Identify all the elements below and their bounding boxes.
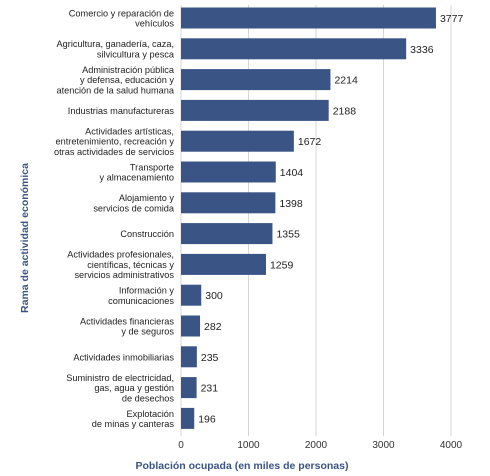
bar bbox=[181, 346, 197, 368]
bar-value-label: 282 bbox=[204, 321, 222, 333]
category-label-line: atención de la salud humana bbox=[57, 85, 175, 95]
category-label: Explotación de minas y canteras bbox=[92, 409, 175, 429]
category-label: Comercio y reparación de vehículos bbox=[69, 8, 175, 28]
value-labels: 3777 3336 2214 2188 1672 1404 1398 1355 1259 300 2… bbox=[198, 13, 463, 425]
bar-value-label: 3777 bbox=[440, 13, 464, 25]
y-axis-title: Rama de actividad económica bbox=[19, 163, 31, 313]
bar bbox=[181, 192, 276, 214]
category-label-line: Actividades profesionales, bbox=[67, 250, 174, 260]
category-label-line: Comercio y reparación de bbox=[69, 8, 174, 18]
category-label-line: y de seguros bbox=[121, 327, 174, 337]
category-label: Construcción bbox=[120, 229, 174, 239]
category-labels: Comercio y reparación de vehículos Agricul… bbox=[54, 8, 175, 429]
bar bbox=[181, 223, 273, 245]
bar-value-label: 1398 bbox=[279, 198, 303, 210]
category-label-line: Construcción bbox=[120, 229, 174, 239]
bar bbox=[181, 69, 331, 91]
category-label-line: científicas, técnicas y bbox=[87, 260, 174, 270]
bar-value-label: 231 bbox=[201, 383, 219, 395]
bar-value-label: 1355 bbox=[276, 229, 300, 241]
bar bbox=[181, 7, 436, 29]
category-label-line: Actividades inmobiliarias bbox=[73, 352, 174, 362]
category-label-line: Administración pública bbox=[82, 65, 175, 75]
category-label-line: y almacenamiento bbox=[99, 173, 174, 183]
category-label-line: Agricultura, ganadería, caza, bbox=[57, 39, 174, 49]
x-tick-label: 4000 bbox=[440, 440, 463, 451]
bar bbox=[181, 38, 407, 60]
category-label: Alojamiento y servicios de comida bbox=[93, 193, 175, 213]
x-axis-ticks: 0 1000 2000 3000 4000 bbox=[178, 440, 462, 451]
bar bbox=[181, 161, 276, 183]
category-label: Transporte y almacenamiento bbox=[99, 162, 174, 182]
bar bbox=[181, 130, 294, 152]
category-label: Actividades inmobiliarias bbox=[73, 352, 174, 362]
category-label: Actividades profesionales, científicas, t… bbox=[67, 250, 174, 280]
x-tick-label: 1000 bbox=[237, 440, 260, 451]
bar-value-label: 1259 bbox=[270, 259, 294, 271]
bar bbox=[181, 407, 195, 429]
category-label-line: Industrias manufactureras bbox=[68, 106, 175, 116]
category-label: Información y comunicaciones bbox=[108, 286, 174, 306]
bar-value-label: 2188 bbox=[333, 105, 357, 117]
bar-value-label: 1404 bbox=[280, 167, 304, 179]
category-label-line: servicios de comida bbox=[93, 203, 175, 213]
category-label-line: gas, agua y gestión bbox=[94, 383, 174, 393]
category-label-line: Transporte bbox=[130, 162, 174, 172]
bar bbox=[181, 253, 266, 275]
category-label: Administración pública y defensa, educaci… bbox=[57, 65, 175, 95]
category-label-line: silvicultura y pesca bbox=[97, 49, 175, 59]
bar-value-label: 300 bbox=[205, 290, 223, 302]
category-label: Suministro de electricidad, gas, agua y g… bbox=[66, 373, 174, 403]
bar-value-label: 235 bbox=[201, 352, 219, 364]
category-label-line: de desechos bbox=[122, 393, 175, 403]
category-label-line: Actividades artísticas, bbox=[85, 127, 174, 137]
bar-value-label: 2214 bbox=[334, 75, 358, 87]
bars bbox=[181, 7, 436, 429]
category-label-line: entretenimiento, recreación y bbox=[56, 137, 175, 147]
x-tick-label: 3000 bbox=[372, 440, 395, 451]
category-label-line: Suministro de electricidad, bbox=[66, 373, 174, 383]
bar bbox=[181, 315, 201, 337]
category-label: Industrias manufactureras bbox=[68, 106, 175, 116]
bar-value-label: 1672 bbox=[298, 136, 322, 148]
bar bbox=[181, 284, 202, 306]
category-label: Agricultura, ganadería, caza, silvicultur… bbox=[57, 39, 175, 59]
x-tick-label: 0 bbox=[178, 440, 184, 451]
category-label: Actividades financieras y de seguros bbox=[80, 316, 174, 336]
category-label-line: otras actividades de servicios bbox=[54, 147, 174, 157]
category-label-line: Alojamiento y bbox=[119, 193, 175, 203]
bar-value-label: 3336 bbox=[410, 44, 434, 56]
x-tick-label: 2000 bbox=[305, 440, 328, 451]
category-label-line: Explotación bbox=[127, 409, 175, 419]
x-axis-title: Población ocupada (en miles de personas) bbox=[136, 460, 349, 472]
bar bbox=[181, 99, 329, 121]
category-label: Actividades artísticas, entretenimiento, … bbox=[54, 127, 174, 157]
category-label-line: servicios administrativos bbox=[74, 270, 174, 280]
category-label-line: Actividades financieras bbox=[80, 316, 174, 326]
category-label-line: de minas y canteras bbox=[92, 419, 175, 429]
category-label-line: comunicaciones bbox=[108, 296, 174, 306]
bar bbox=[181, 377, 197, 399]
category-label-line: Información y bbox=[119, 286, 175, 296]
bar-value-label: 196 bbox=[198, 413, 216, 425]
category-label-line: vehículos bbox=[135, 19, 174, 29]
category-label-line: y defensa, educación y bbox=[80, 75, 174, 85]
